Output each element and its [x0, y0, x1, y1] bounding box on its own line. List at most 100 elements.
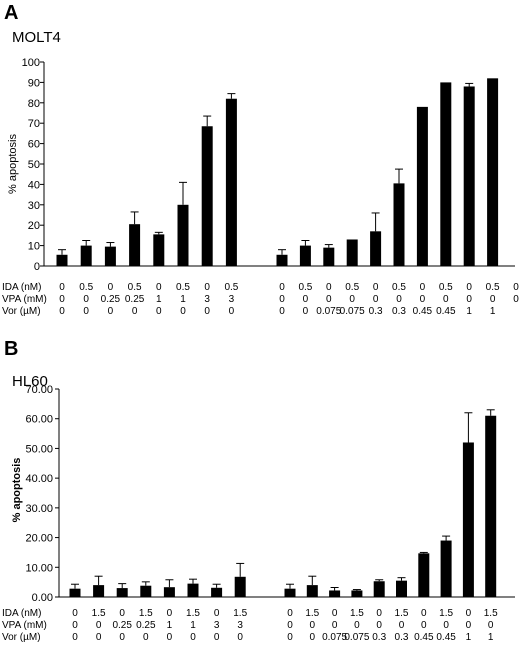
y-tick-label: 0	[34, 261, 40, 273]
condition-value: 1.5	[484, 608, 498, 619]
condition-value: 1	[466, 632, 472, 643]
condition-value: 0	[373, 294, 379, 305]
condition-value: 0	[108, 306, 114, 317]
condition-row-label: Vor (µM)	[2, 306, 41, 317]
condition-value: 0	[443, 294, 449, 305]
condition-value: 0	[72, 632, 78, 643]
bar	[56, 254, 68, 266]
y-tick-label: 10	[28, 241, 40, 253]
condition-value: 1.5	[139, 608, 153, 619]
condition-value: 0	[466, 294, 472, 305]
condition-value: 0	[279, 282, 285, 293]
bar	[323, 247, 335, 266]
condition-value: 1.5	[350, 608, 364, 619]
condition-value: 0	[143, 632, 149, 643]
y-tick-label: 0.00	[32, 592, 53, 604]
condition-value: 1	[180, 294, 186, 305]
condition-value: 0	[287, 608, 293, 619]
condition-value: 0	[326, 282, 332, 293]
condition-value: 0	[237, 632, 243, 643]
condition-value: 0	[119, 608, 125, 619]
condition-value: 0	[421, 620, 427, 631]
bar	[370, 231, 382, 266]
y-tick-label: 40.00	[25, 473, 53, 485]
condition-value: 3	[229, 294, 235, 305]
condition-value: 0	[190, 632, 196, 643]
condition-value: 0.5	[486, 282, 500, 293]
bar	[418, 553, 430, 597]
bar	[373, 581, 385, 597]
condition-value: 0.075	[344, 632, 369, 643]
condition-value: 0	[72, 620, 78, 631]
condition-value: 0.3	[372, 632, 386, 643]
condition-value: 0	[466, 282, 472, 293]
condition-value: 0	[466, 620, 472, 631]
condition-value: 0	[204, 306, 210, 317]
bar	[163, 587, 175, 597]
condition-value: 0	[310, 632, 316, 643]
bar	[116, 588, 128, 597]
condition-value: 0	[83, 306, 89, 317]
condition-value: 0.5	[128, 282, 142, 293]
condition-value: 0	[59, 282, 65, 293]
condition-value: 0.5	[176, 282, 190, 293]
condition-value: 0.25	[112, 620, 132, 631]
panel-a-title: MOLT4	[12, 29, 61, 46]
condition-value: 0.45	[436, 306, 456, 317]
y-tick-label: 80	[28, 98, 40, 110]
bar	[416, 106, 428, 266]
bar	[351, 590, 363, 597]
condition-value: 0	[119, 632, 125, 643]
condition-value: 0.5	[345, 282, 359, 293]
condition-value: 0	[349, 294, 355, 305]
condition-value: 0.45	[414, 632, 434, 643]
condition-value: 0	[373, 282, 379, 293]
condition-value: 0	[214, 632, 220, 643]
y-axis-title: % apoptosis	[11, 458, 23, 523]
condition-value: 0	[326, 294, 332, 305]
condition-value: 0.075	[316, 306, 341, 317]
bar	[487, 78, 499, 266]
condition-value: 0	[108, 282, 114, 293]
condition-value: 0	[303, 294, 309, 305]
bar	[284, 588, 296, 597]
condition-value: 1	[156, 294, 162, 305]
condition-value: 0	[332, 608, 338, 619]
condition-value: 0	[421, 608, 427, 619]
condition-value: 0.5	[298, 282, 312, 293]
condition-value: 0.5	[439, 282, 453, 293]
condition-value: 0	[279, 306, 285, 317]
condition-value: 0	[354, 620, 360, 631]
y-tick-label: 30	[28, 200, 40, 212]
condition-value: 0.075	[340, 306, 365, 317]
bar	[104, 246, 116, 266]
condition-row-label: VPA (mM)	[2, 294, 47, 305]
y-tick-label: 70	[28, 118, 40, 130]
condition-value: 1.5	[186, 608, 200, 619]
condition-value: 0	[443, 620, 449, 631]
condition-value: 0	[167, 608, 173, 619]
condition-value: 1	[490, 306, 496, 317]
condition-value: 1.5	[305, 608, 319, 619]
y-tick-label: 30.00	[25, 503, 53, 515]
condition-value: 0	[513, 282, 519, 293]
condition-value: 0	[96, 632, 102, 643]
condition-value: 3	[214, 620, 220, 631]
condition-value: 0.5	[79, 282, 93, 293]
panel-b-letter: B	[4, 338, 18, 360]
bar	[396, 580, 407, 597]
bar	[306, 585, 318, 597]
y-tick-label: 40	[28, 179, 40, 191]
y-tick-label: 70.00	[25, 384, 53, 396]
bar	[440, 82, 452, 267]
condition-value: 0.5	[392, 282, 406, 293]
y-tick-label: 20.00	[25, 533, 53, 545]
condition-value: 0	[214, 608, 220, 619]
condition-value: 0.3	[392, 306, 406, 317]
bar	[80, 245, 92, 266]
condition-value: 1.5	[92, 608, 106, 619]
condition-value: 0	[279, 294, 285, 305]
bar	[211, 587, 223, 597]
condition-value: 0	[332, 620, 338, 631]
bar	[140, 585, 152, 597]
